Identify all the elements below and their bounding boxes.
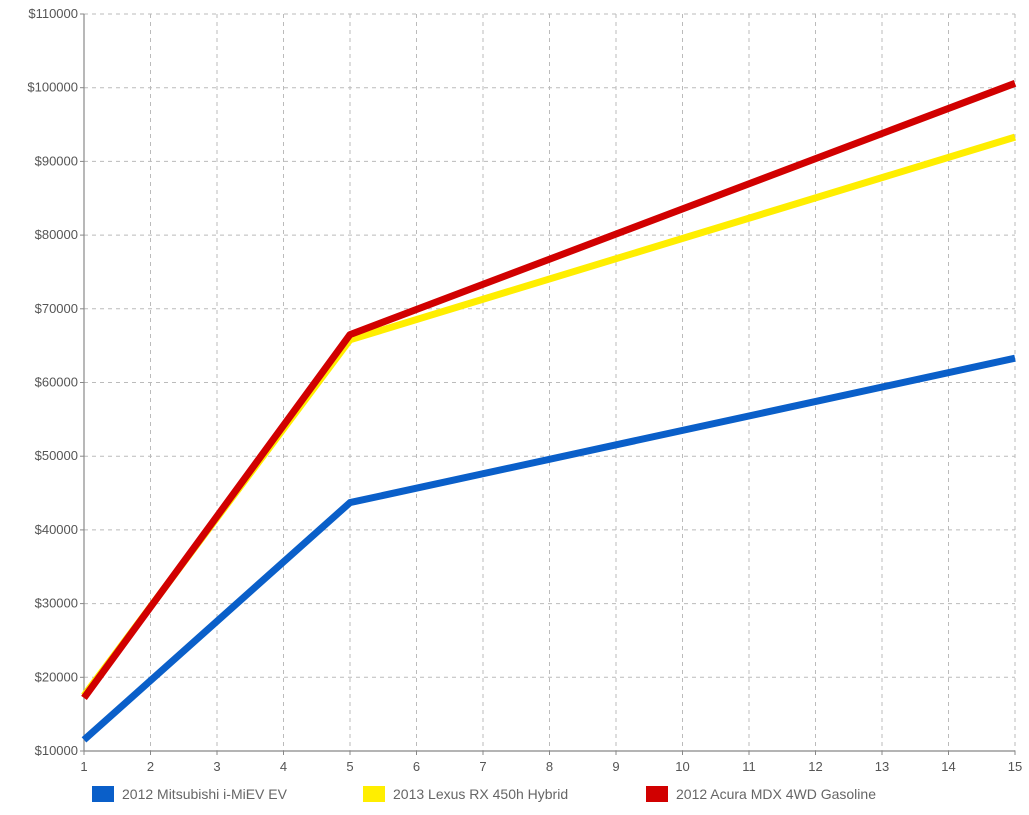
legend-swatch [92,786,114,802]
legend-swatch [363,786,385,802]
x-tick-label: 6 [413,759,420,774]
x-tick-label: 8 [546,759,553,774]
x-tick-label: 9 [612,759,619,774]
series-line-1 [81,354,1016,743]
legend-label: 2012 Mitsubishi i-MiEV EV [122,786,288,802]
x-tick-label: 1 [80,759,87,774]
legend-swatch [646,786,668,802]
y-tick-label: $70000 [35,301,78,316]
y-tick-label: $80000 [35,227,78,242]
x-tick-label: 3 [213,759,220,774]
x-tick-label: 2 [147,759,154,774]
y-tick-label: $100000 [27,80,78,95]
x-tick-label: 12 [808,759,822,774]
series-line-3 [81,80,1017,700]
y-tick-label: $50000 [35,448,78,463]
x-tick-label: 7 [479,759,486,774]
y-tick-label: $30000 [35,596,78,611]
x-tick-label: 14 [941,759,955,774]
x-tick-label: 10 [675,759,689,774]
x-tick-label: 13 [875,759,889,774]
y-tick-label: $40000 [35,522,78,537]
y-tick-label: $110000 [28,6,78,21]
x-tick-label: 15 [1008,759,1022,774]
series-lines [81,80,1017,743]
legend-label: 2012 Acura MDX 4WD Gasoline [676,786,876,802]
y-tick-label: $90000 [35,153,78,168]
y-tick-label: $20000 [35,669,78,684]
grid [84,13,1016,751]
y-tick-label: $60000 [35,375,78,390]
x-tick-label: 4 [280,759,287,774]
legend: 2012 Mitsubishi i-MiEV EV 2013 Lexus RX 4… [92,786,876,802]
x-tick-label: 11 [742,759,756,774]
legend-label: 2013 Lexus RX 450h Hybrid [393,786,568,802]
axes: $10000 $20000 $30000 $40000 $50000 $60000 $700… [27,6,1022,774]
y-tick-label: $10000 [35,743,78,758]
x-tick-label: 5 [346,759,353,774]
